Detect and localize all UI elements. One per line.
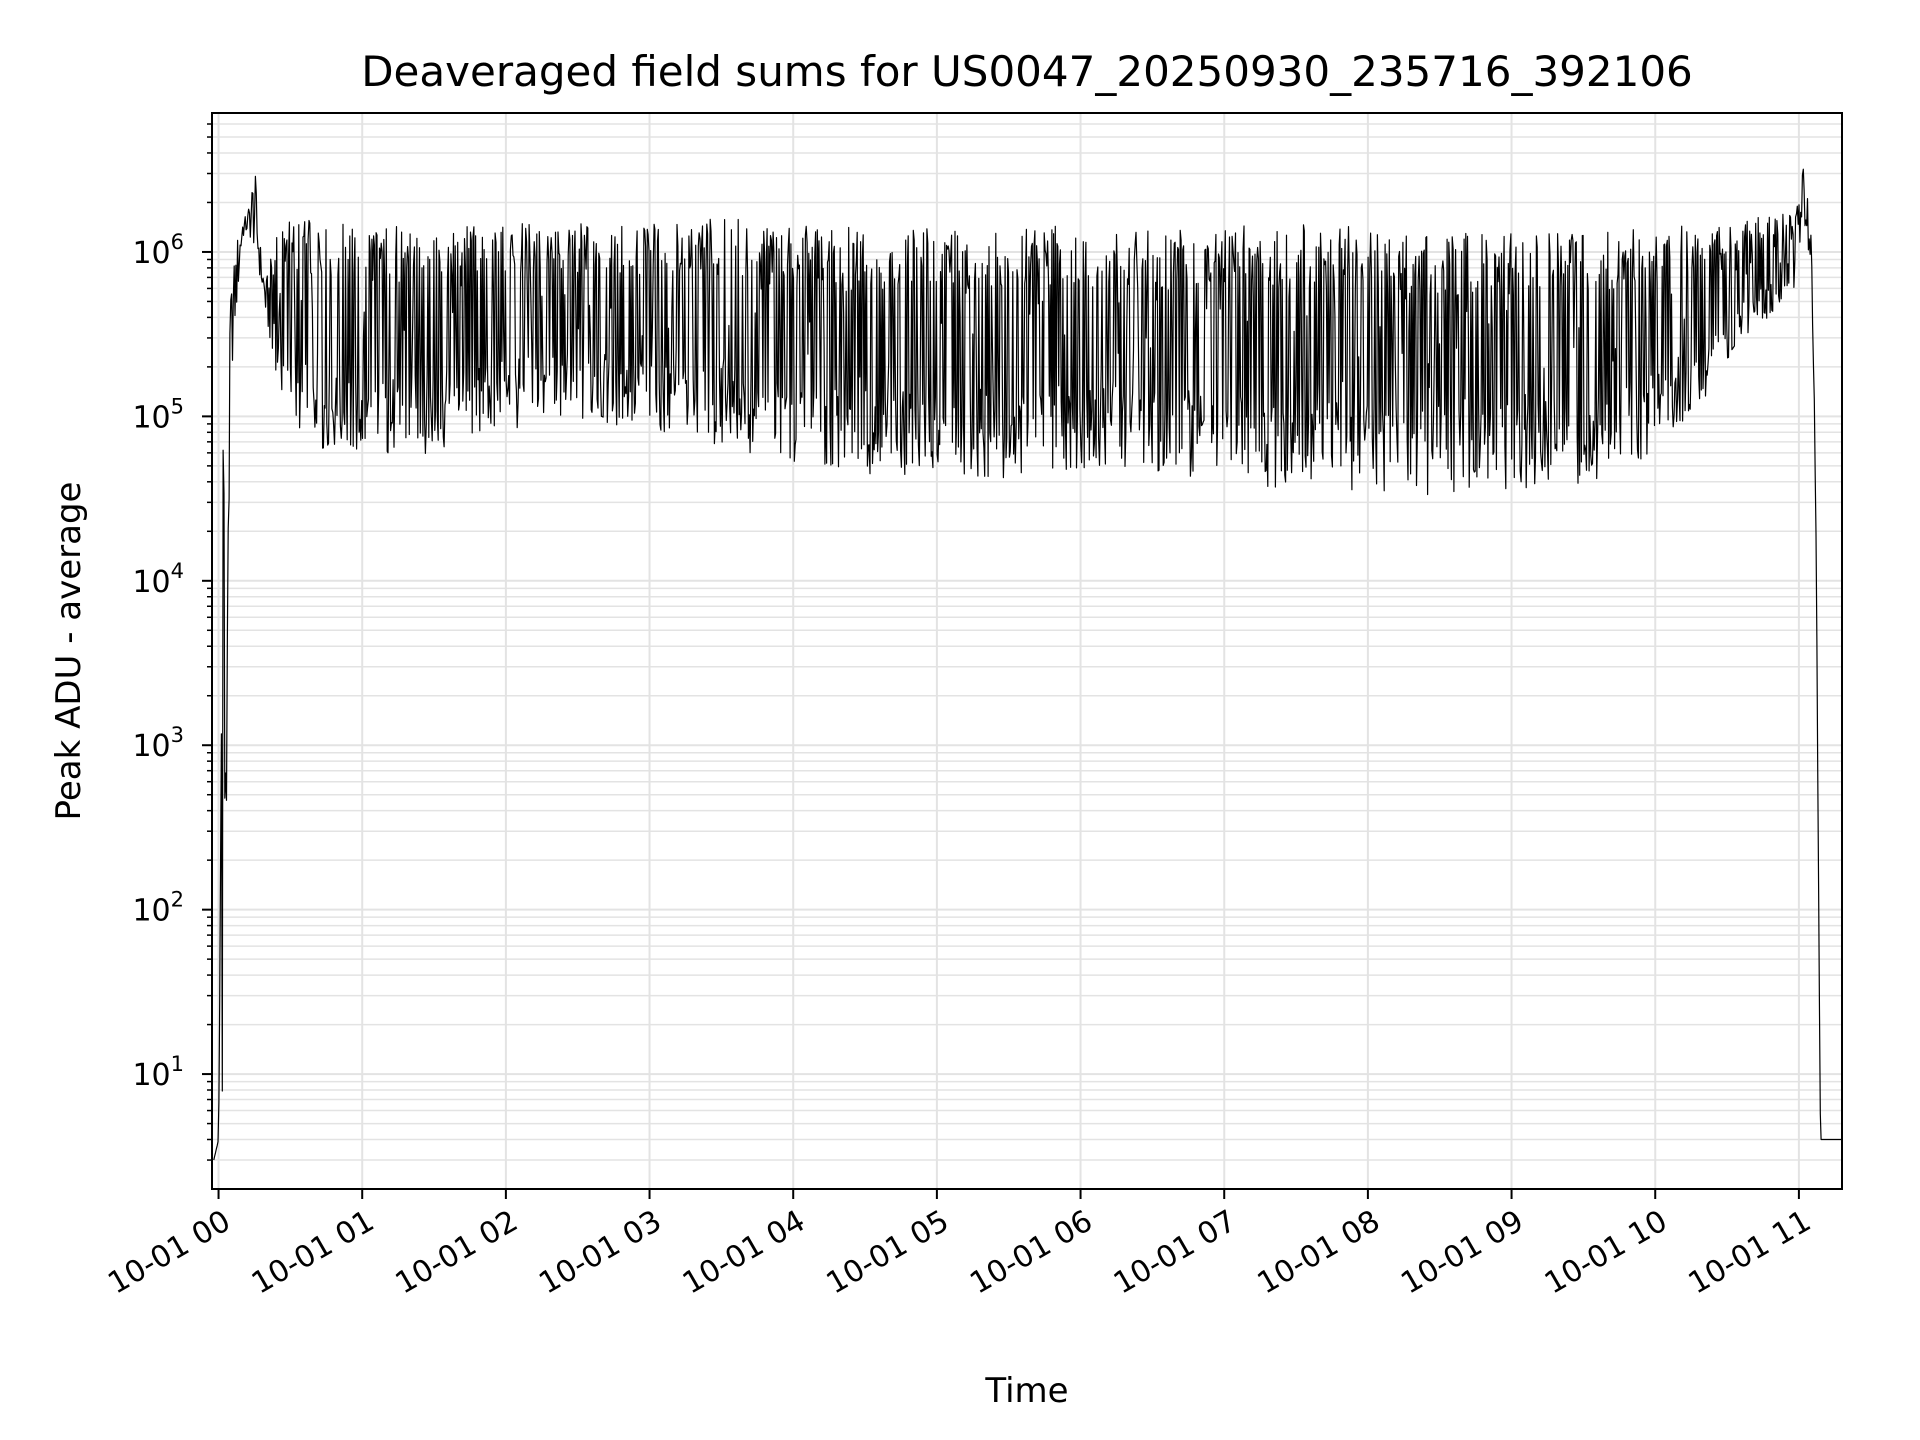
x-tick-label: 10-01 06 <box>964 1204 1098 1302</box>
chart-title: Deaveraged field sums for US0047_2025093… <box>361 47 1693 96</box>
y-tick-label: 106 <box>132 230 184 271</box>
series-line <box>213 168 1842 1161</box>
x-tick-label: 10-01 01 <box>246 1204 380 1302</box>
x-tick-label: 10-01 08 <box>1252 1204 1386 1302</box>
x-tick-label: 10-01 10 <box>1539 1204 1673 1302</box>
x-axis-ticks: 10-01 00 10-01 01 10-01 02 10-01 03 10-01 04… <box>102 1189 1817 1301</box>
x-tick-label: 10-01 07 <box>1108 1204 1242 1302</box>
y-tick-label: 101 <box>132 1052 184 1093</box>
x-tick-label: 10-01 05 <box>821 1204 955 1302</box>
x-tick-label: 10-01 02 <box>390 1204 524 1302</box>
minor-gridlines <box>212 123 1842 1161</box>
y-tick-label: 104 <box>132 559 184 600</box>
y-tick-label: 103 <box>132 723 184 764</box>
y-tick-label: 102 <box>132 888 184 929</box>
x-axis-title: Time <box>984 1371 1068 1411</box>
y-axis-title: Peak ADU - average <box>49 482 89 821</box>
x-tick-label: 10-01 00 <box>102 1204 236 1302</box>
x-tick-label: 10-01 09 <box>1395 1204 1529 1302</box>
plot-frame <box>211 112 1843 1190</box>
series-layer <box>213 168 1842 1161</box>
y-axis-ticks: 101 102 103 104 105 106 <box>132 123 212 1161</box>
x-tick-label: 10-01 11 <box>1683 1204 1817 1302</box>
x-tick-label: 10-01 04 <box>677 1204 811 1302</box>
x-tick-label: 10-01 03 <box>533 1204 667 1302</box>
y-tick-label: 105 <box>132 394 184 435</box>
